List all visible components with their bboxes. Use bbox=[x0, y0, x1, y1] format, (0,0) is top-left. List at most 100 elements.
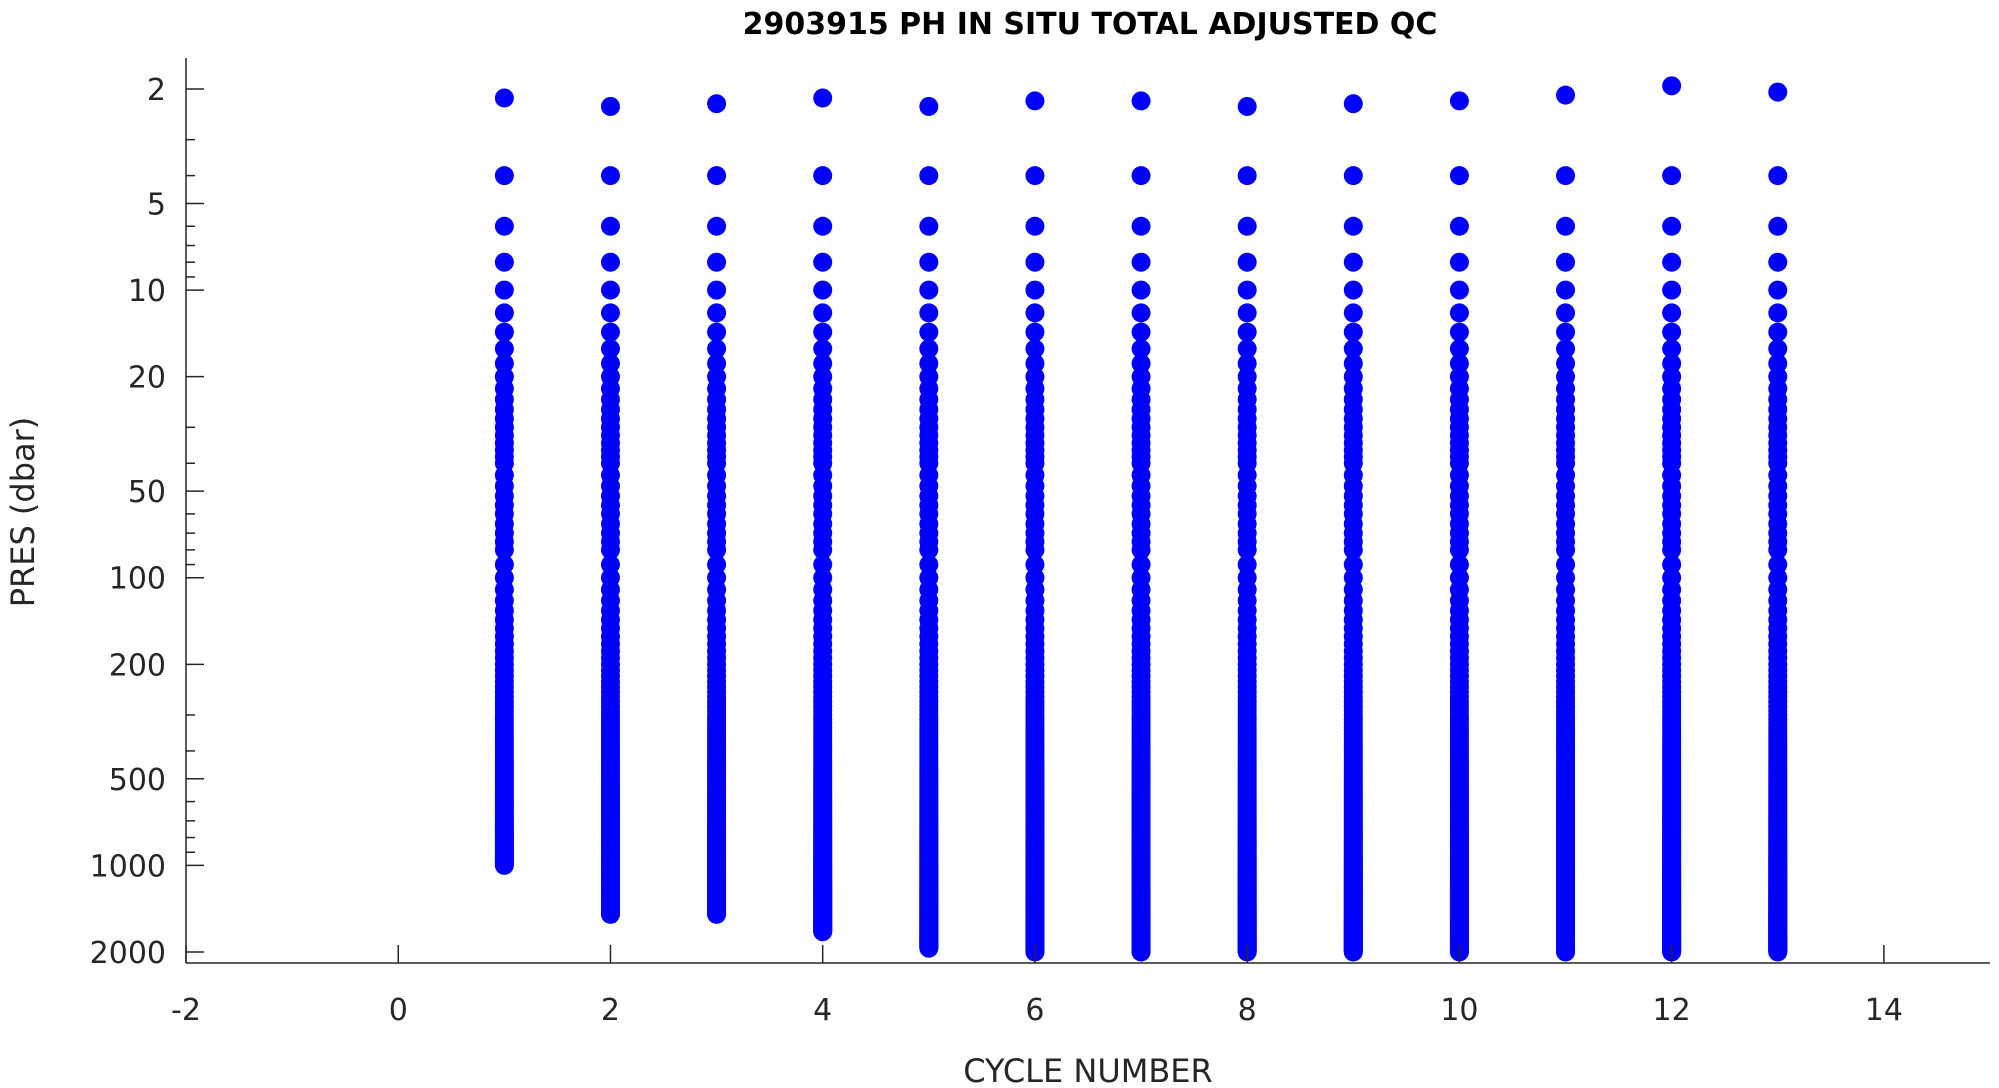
data-point bbox=[1449, 339, 1469, 359]
data-point bbox=[707, 339, 727, 359]
data-point bbox=[1556, 280, 1576, 300]
data-point bbox=[813, 322, 833, 342]
data-point bbox=[1449, 166, 1469, 186]
data-point bbox=[1768, 280, 1788, 300]
y-tick-label: 2000 bbox=[90, 936, 166, 971]
data-point bbox=[813, 280, 833, 300]
data-point bbox=[600, 555, 620, 575]
data-point bbox=[1237, 322, 1257, 342]
data-point bbox=[1131, 322, 1151, 342]
data-point bbox=[1131, 942, 1151, 962]
data-point bbox=[494, 322, 514, 342]
data-point bbox=[707, 166, 727, 186]
data-point bbox=[1556, 166, 1576, 186]
data-point bbox=[1662, 166, 1682, 186]
y-tick-label: 50 bbox=[128, 475, 166, 510]
data-point bbox=[813, 540, 833, 560]
data-point bbox=[707, 216, 727, 236]
data-point bbox=[919, 555, 939, 575]
data-point bbox=[600, 303, 620, 323]
data-point bbox=[1768, 322, 1788, 342]
data-point bbox=[494, 855, 514, 875]
data-point bbox=[1768, 166, 1788, 186]
data-point bbox=[1556, 216, 1576, 236]
data-point bbox=[813, 166, 833, 186]
data-point bbox=[600, 540, 620, 560]
data-point bbox=[1556, 555, 1576, 575]
data-point bbox=[707, 354, 727, 374]
data-point bbox=[1662, 303, 1682, 323]
data-point bbox=[1449, 252, 1469, 272]
data-point bbox=[600, 96, 620, 116]
data-point bbox=[1025, 216, 1045, 236]
data-point bbox=[600, 322, 620, 342]
data-point bbox=[1343, 942, 1363, 962]
data-point bbox=[1449, 555, 1469, 575]
data-point bbox=[1556, 339, 1576, 359]
data-point bbox=[1237, 354, 1257, 374]
y-tick-label: 10 bbox=[128, 274, 166, 309]
data-point bbox=[1449, 280, 1469, 300]
data-point bbox=[1662, 76, 1682, 96]
data-point bbox=[1025, 303, 1045, 323]
data-point bbox=[600, 280, 620, 300]
data-point bbox=[494, 354, 514, 374]
data-point bbox=[707, 322, 727, 342]
data-point bbox=[1556, 540, 1576, 560]
data-point bbox=[813, 252, 833, 272]
data-point bbox=[1768, 303, 1788, 323]
data-point bbox=[813, 555, 833, 575]
x-tick-label: 0 bbox=[389, 993, 408, 1028]
data-point bbox=[1556, 303, 1576, 323]
x-ticks: -2 0 2 4 6 8 10 12 14 bbox=[171, 945, 1903, 1028]
data-point bbox=[1768, 82, 1788, 102]
data-point bbox=[494, 555, 514, 575]
y-tick-label: 100 bbox=[109, 562, 166, 597]
data-point bbox=[707, 904, 727, 924]
data-point bbox=[919, 938, 939, 958]
data-point bbox=[494, 252, 514, 272]
data-point bbox=[1662, 540, 1682, 560]
data-point bbox=[1662, 252, 1682, 272]
data-point bbox=[494, 216, 514, 236]
data-point bbox=[1131, 280, 1151, 300]
data-point bbox=[919, 303, 939, 323]
y-ticks: 2 5 10 20 50 100 200 500 1000 2000 bbox=[90, 73, 204, 971]
data-point bbox=[1025, 555, 1045, 575]
chart-title: 2903915 PH IN SITU TOTAL ADJUSTED QC bbox=[743, 7, 1438, 42]
y-tick-label: 5 bbox=[147, 187, 166, 222]
data-point bbox=[1025, 339, 1045, 359]
data-point bbox=[1343, 252, 1363, 272]
data-point bbox=[1556, 85, 1576, 105]
data-point bbox=[600, 904, 620, 924]
data-point bbox=[707, 540, 727, 560]
data-point bbox=[494, 303, 514, 323]
data-point bbox=[1025, 354, 1045, 374]
data-point bbox=[1662, 322, 1682, 342]
data-point bbox=[1768, 354, 1788, 374]
data-point bbox=[707, 252, 727, 272]
data-point bbox=[1343, 540, 1363, 560]
data-point bbox=[1131, 354, 1151, 374]
data-point bbox=[707, 94, 727, 114]
data-point bbox=[1768, 555, 1788, 575]
data-point bbox=[1662, 354, 1682, 374]
x-tick-label: 2 bbox=[601, 993, 620, 1028]
data-point bbox=[1768, 252, 1788, 272]
data-point bbox=[1768, 942, 1788, 962]
data-point bbox=[494, 540, 514, 560]
data-point bbox=[1343, 555, 1363, 575]
data-point bbox=[1556, 942, 1576, 962]
data-point bbox=[1556, 252, 1576, 272]
data-point bbox=[1343, 280, 1363, 300]
data-point bbox=[1662, 555, 1682, 575]
data-point bbox=[1025, 166, 1045, 186]
data-point bbox=[1237, 96, 1257, 116]
axes bbox=[185, 58, 1990, 964]
data-point bbox=[919, 280, 939, 300]
x-tick-label: 4 bbox=[813, 993, 832, 1028]
data-point bbox=[600, 339, 620, 359]
data-point bbox=[600, 354, 620, 374]
data-point bbox=[1237, 166, 1257, 186]
